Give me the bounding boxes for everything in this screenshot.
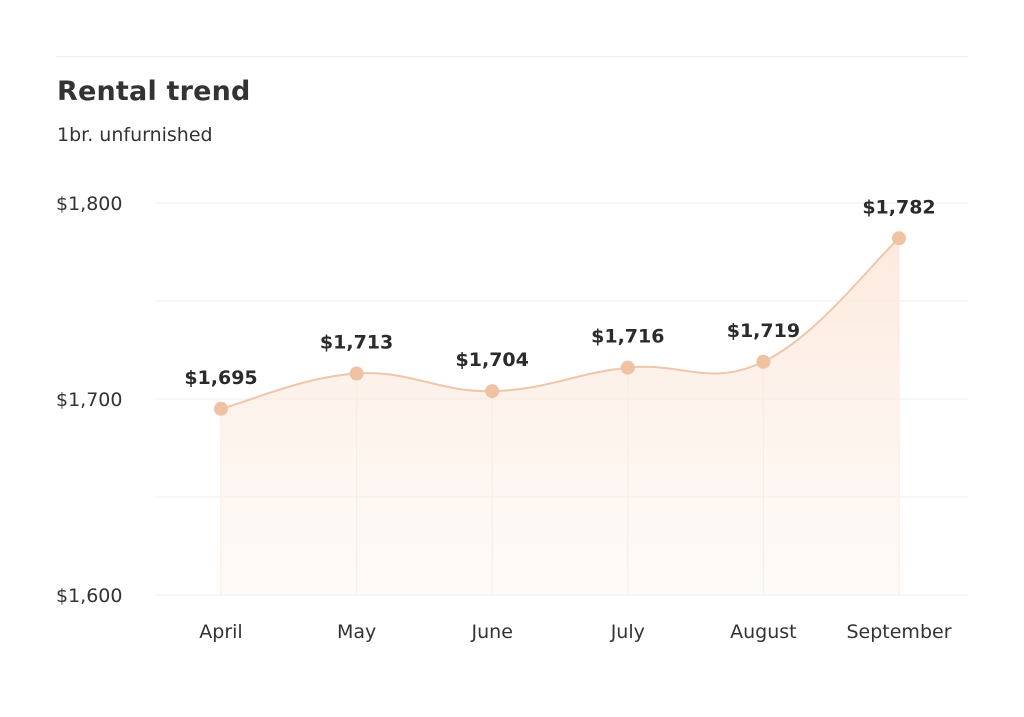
y-tick-label: $1,600 xyxy=(56,585,122,607)
data-label: $1,719 xyxy=(727,320,800,342)
data-point xyxy=(214,402,228,416)
x-tick-label: April xyxy=(199,621,242,643)
x-tick-label: June xyxy=(471,621,513,643)
data-point xyxy=(350,367,364,381)
data-point xyxy=(892,231,906,245)
data-label: $1,695 xyxy=(184,367,257,389)
data-label: $1,782 xyxy=(862,196,935,218)
x-tick-label: August xyxy=(730,621,797,643)
data-point xyxy=(621,361,635,375)
x-tick-label: May xyxy=(337,621,376,643)
data-label: $1,716 xyxy=(591,326,664,348)
data-label: $1,704 xyxy=(456,349,529,371)
x-tick-label: July xyxy=(610,621,645,643)
x-tick-label: September xyxy=(846,621,951,643)
data-point xyxy=(756,355,770,369)
y-tick-label: $1,800 xyxy=(56,193,122,215)
y-tick-label: $1,700 xyxy=(56,389,122,411)
data-label: $1,713 xyxy=(320,332,393,354)
area-fill xyxy=(221,238,899,595)
y-axis-ticks: $1,600 $1,700 $1,800 xyxy=(56,193,122,607)
x-axis-ticks: April May June July August September xyxy=(199,621,951,643)
data-point xyxy=(485,384,499,398)
